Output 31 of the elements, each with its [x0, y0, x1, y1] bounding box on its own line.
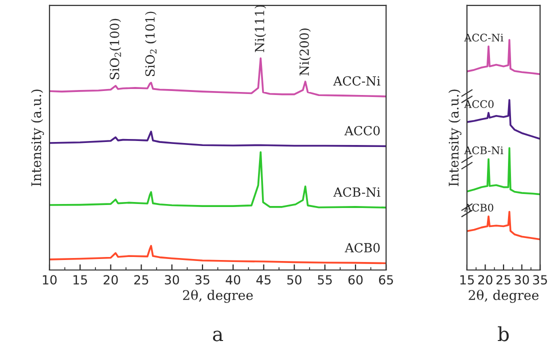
x-tick-label: 25	[134, 275, 148, 285]
x-tick-label: 40	[226, 275, 240, 285]
x-tick-label: 60	[348, 275, 363, 285]
text: a	[212, 330, 224, 342]
x-tick-label: 35	[533, 275, 547, 285]
series-label: ACC0	[344, 126, 380, 136]
y-axis-title: Intensity (a.u.)	[448, 90, 462, 186]
annotation: SiO$_{2}$ (101)	[145, 12, 156, 76]
annotation: Ni(111)	[254, 5, 266, 52]
series-label: ACB-Ni	[333, 187, 380, 197]
text: b	[498, 326, 509, 342]
x-tick-label: 30	[164, 275, 180, 285]
x-tick-label: 20	[478, 275, 492, 285]
y-axis-title: Intensity (a.u.)	[30, 90, 44, 186]
series-label: ACC-Ni	[333, 76, 380, 86]
x-tick-label: 55	[318, 275, 332, 285]
series-label: ACB0	[344, 243, 380, 252]
x-tick-label: 65	[379, 275, 393, 285]
x-tick-label: 45	[256, 275, 271, 285]
x-tick-label: 50	[287, 275, 302, 285]
x-tick-label: 15	[74, 275, 87, 285]
x-tick-label: 15	[460, 275, 474, 285]
x-tick-label: 30	[514, 275, 529, 285]
x-tick-label: 10	[42, 275, 57, 285]
x-axis-title: 2θ, degree	[468, 290, 539, 303]
x-axis-title: 2θ, degree	[183, 290, 253, 303]
annotation: Ni(200)	[299, 28, 311, 76]
x-tick-label: 20	[104, 275, 118, 285]
x-tick-label: 25	[496, 275, 510, 285]
x-tick-label: 35	[196, 275, 210, 285]
annotation: SiO$_{2}$(100)	[110, 18, 121, 80]
